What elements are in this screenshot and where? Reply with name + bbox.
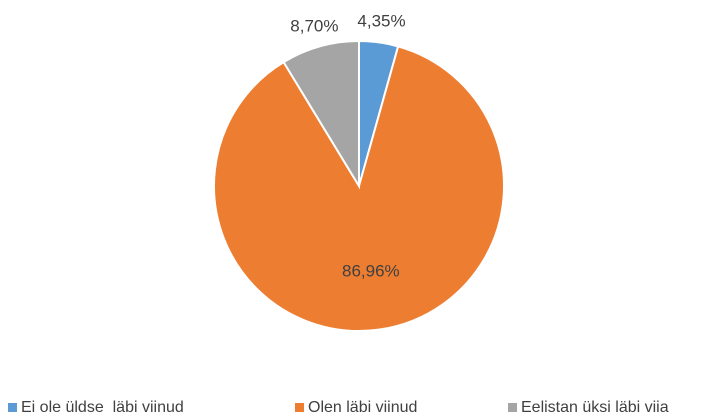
legend-label: Eelistan üksi läbi viia [521, 399, 669, 416]
pie-slice [213, 45, 505, 332]
legend-label: Olen läbi viinud [308, 399, 417, 416]
data-label: 4,35% [357, 12, 405, 31]
pie-slice [282, 39, 360, 190]
legend-label: Ei ole üldse läbi viinud [21, 399, 184, 416]
legend-marker [8, 403, 17, 412]
data-label: 86,96% [342, 262, 400, 281]
legend-marker [295, 403, 304, 412]
legend-marker [508, 403, 517, 412]
data-label: 8,70% [290, 16, 338, 35]
